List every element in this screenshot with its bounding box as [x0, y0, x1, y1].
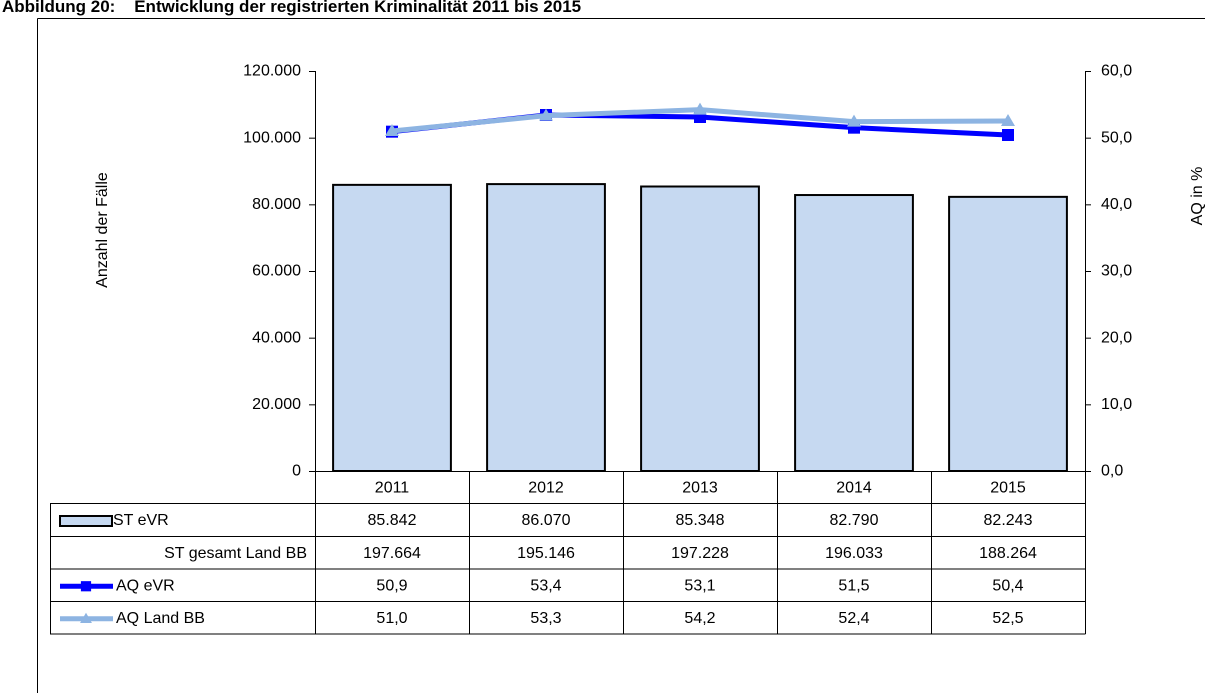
line-marker — [385, 124, 399, 136]
y-tick-label: 80.000 — [252, 196, 301, 213]
line-marker — [847, 114, 861, 127]
y-tick-label: 60.000 — [252, 263, 301, 280]
bar — [794, 194, 914, 473]
table-value: 52,5 — [992, 610, 1023, 627]
table-value: 85.348 — [676, 512, 725, 529]
table-value: 86.070 — [522, 512, 571, 529]
y2-tick-label: 50,0 — [1101, 129, 1132, 146]
table-value: 50,4 — [992, 577, 1023, 594]
table-value: 50,9 — [376, 577, 407, 594]
x-tick-label: 2015 — [990, 479, 1026, 496]
table-value: 52,4 — [838, 610, 869, 627]
y2-tick-label: 30,0 — [1101, 263, 1132, 280]
y-tick-label: 120.000 — [243, 63, 301, 80]
table-value: 85.842 — [368, 512, 417, 529]
line-marker — [848, 121, 860, 134]
bar — [948, 195, 1068, 473]
table-value: 82.790 — [830, 512, 879, 529]
table-value: 82.243 — [984, 512, 1033, 529]
legend-key — [59, 515, 113, 527]
y2-tick-label: 40,0 — [1101, 196, 1132, 213]
line-marker — [539, 108, 553, 121]
bar — [486, 183, 606, 472]
x-tick-label: 2014 — [836, 479, 872, 496]
table-value: 53,1 — [684, 577, 715, 594]
bar — [640, 185, 760, 473]
y-tick-label: 40.000 — [252, 329, 301, 346]
legend-marker — [80, 612, 92, 623]
chart-title: Abbildung 20: Entwicklung der registrier… — [2, 0, 581, 16]
table-value: 51,5 — [838, 577, 869, 594]
legend-label: ST gesamt Land BB — [164, 545, 307, 562]
table-value: 195.146 — [517, 545, 575, 562]
y2-tick-label: 60,0 — [1101, 63, 1132, 80]
y2-tick-label: 10,0 — [1101, 396, 1132, 413]
table-value: 53,4 — [530, 577, 561, 594]
legend-marker — [80, 581, 92, 592]
table-value: 197.228 — [671, 545, 729, 562]
table-value: 53,3 — [530, 610, 561, 627]
table-value: 197.664 — [363, 545, 421, 562]
x-tick-label: 2013 — [682, 479, 718, 496]
bar — [332, 183, 452, 473]
legend-label: AQ Land BB — [116, 610, 205, 627]
table-value: 51,0 — [376, 610, 407, 627]
line-marker — [693, 102, 707, 115]
y2-axis-label: AQ in % — [1189, 167, 1205, 226]
line-marker — [1001, 114, 1015, 126]
y2-tick-label: 20,0 — [1101, 329, 1132, 346]
y2-tick-label: 0,0 — [1101, 463, 1123, 480]
table-value: 196.033 — [825, 545, 883, 562]
table-value: 54,2 — [684, 610, 715, 627]
line-marker — [1002, 129, 1014, 141]
y-tick-label: 100.000 — [243, 129, 301, 146]
x-tick-label: 2012 — [528, 479, 564, 496]
x-tick-label: 2011 — [375, 479, 410, 496]
y-axis-label: Anzahl der Fälle — [94, 172, 111, 288]
y-tick-label: 0 — [292, 463, 301, 480]
y-tick-label: 20.000 — [252, 396, 301, 413]
legend-label: AQ eVR — [116, 577, 175, 594]
table-value: 188.264 — [979, 545, 1037, 562]
legend-label: ST eVR — [113, 512, 169, 529]
